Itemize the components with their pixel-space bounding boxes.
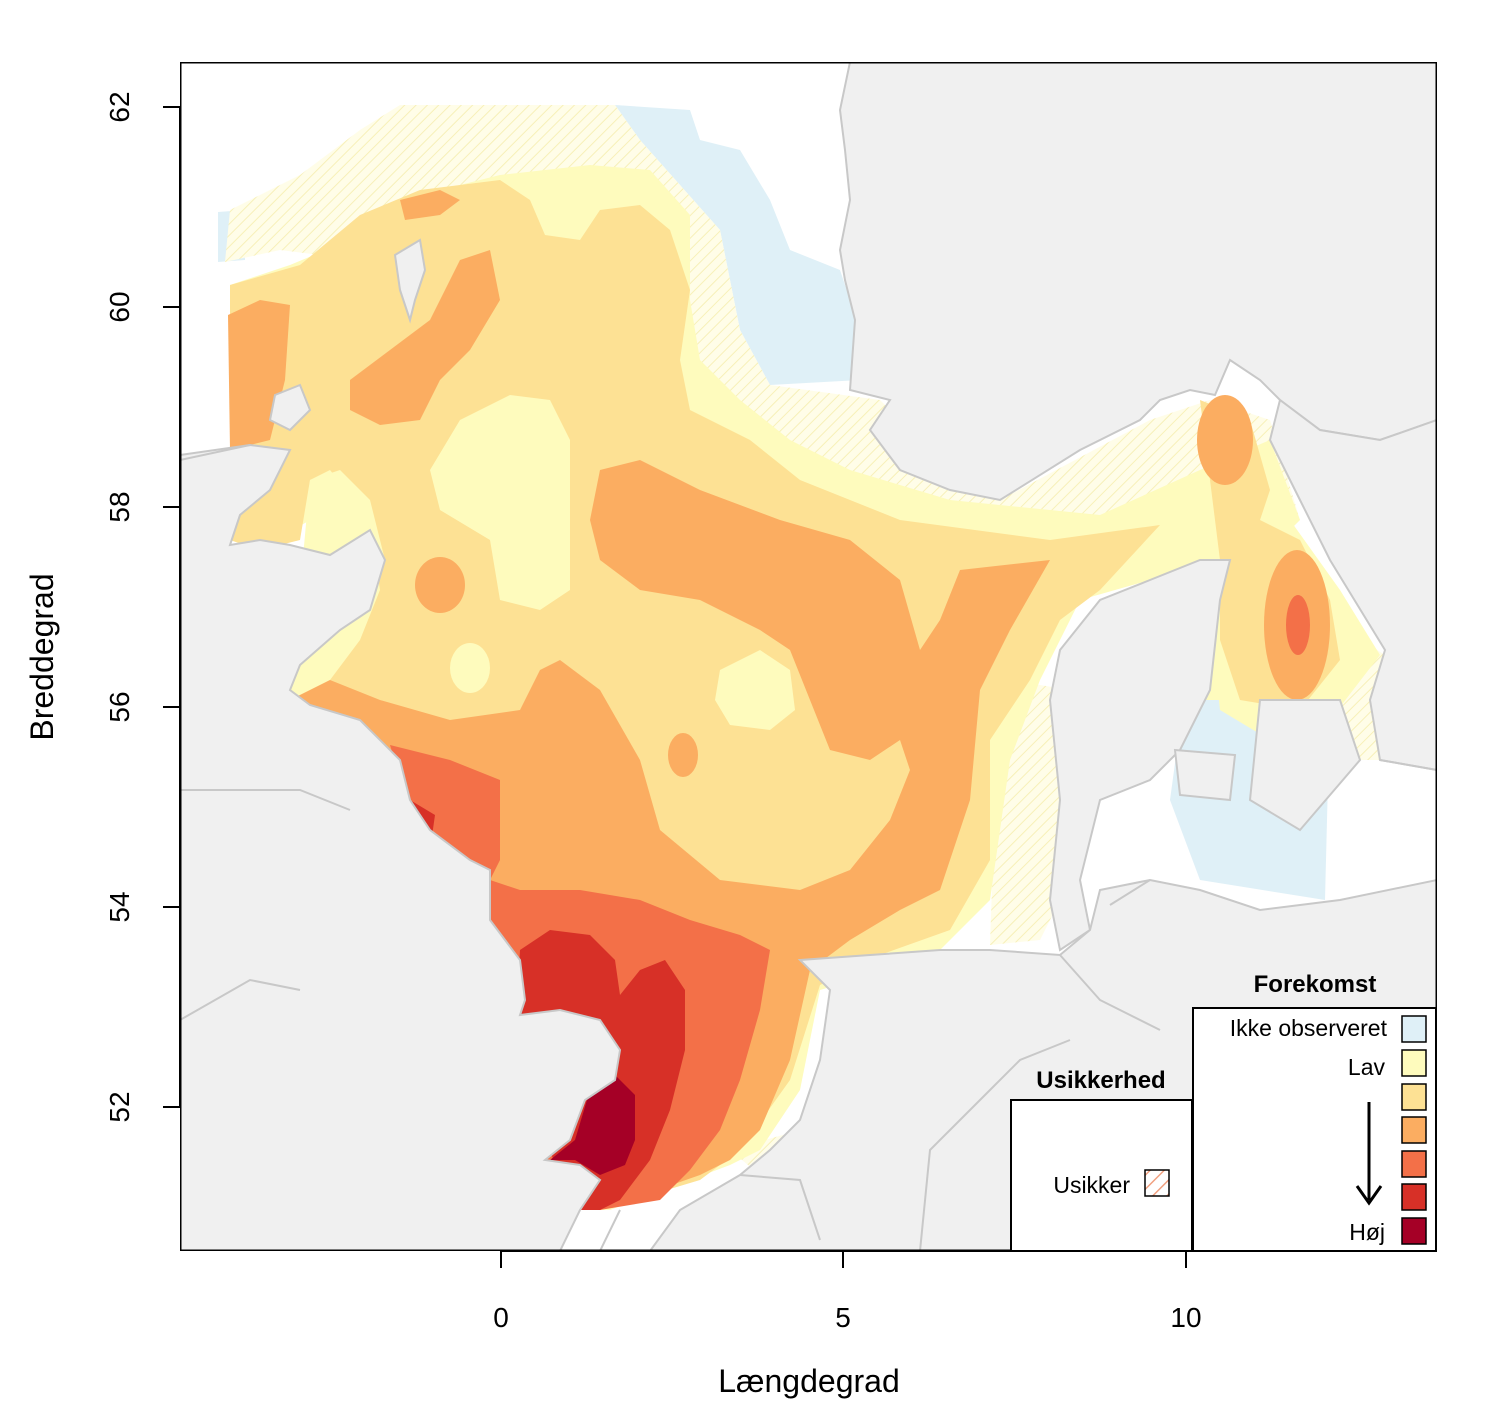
abundance-level-6-thames	[550, 1075, 635, 1175]
legend-swatch-level-3	[1401, 1116, 1427, 1144]
legend-swatch-level-2	[1401, 1083, 1427, 1111]
not-observed-zone-norway-coast	[615, 105, 860, 385]
legend-swatch-level-4	[1401, 1150, 1427, 1178]
border-lines	[180, 444, 1437, 1251]
legend-not-observed-label: Ikke observeret	[1230, 1015, 1388, 1041]
legend-swatch-level-6	[1401, 1217, 1427, 1245]
y-axis-title: Breddegrad	[24, 573, 60, 740]
x-tick-label-10: 10	[1170, 1302, 1201, 1333]
y-axis: 52 54 56 58 60 62 Breddegrad	[24, 91, 181, 1123]
y-tick-label-54: 54	[104, 891, 135, 922]
land-jutland	[1048, 559, 1232, 952]
legend-arrow-icon	[1355, 1102, 1383, 1206]
y-tick-label-62: 62	[104, 91, 135, 122]
land-zealand	[1248, 699, 1362, 832]
legend-abundance-box	[1192, 1007, 1437, 1252]
land-sweden	[1268, 398, 1437, 772]
abundance-level-3-patch-b	[668, 733, 698, 777]
x-axis-title: Længdegrad	[718, 1363, 899, 1399]
legend-abundance-title: Forekomst	[1254, 971, 1377, 998]
legend-abundance: Forekomst Ikke observeret Lav Høj	[1192, 971, 1437, 1252]
legend-swatch-not-observed	[1401, 1015, 1427, 1043]
land-funen	[1173, 748, 1237, 802]
y-tick-label-60: 60	[104, 291, 135, 322]
abundance-level-4-kattegat	[1286, 595, 1310, 655]
land-shetland	[393, 238, 427, 324]
x-tick-label-5: 5	[835, 1302, 851, 1333]
abundance-level-3-patch-a	[415, 557, 465, 613]
abundance-level-3-shetland	[400, 190, 460, 220]
land-orkney	[268, 383, 312, 432]
legend-high-label: Høj	[1349, 1219, 1385, 1245]
y-tick-label-52: 52	[104, 1091, 135, 1122]
abundance-level-3-kattegat-a	[1197, 395, 1253, 485]
legend-swatch-level-5	[1401, 1183, 1427, 1211]
low-abundance-patch-centre	[715, 650, 795, 730]
abundance-level-3-south	[290, 460, 1050, 1210]
legend-uncertain-swatch	[1144, 1169, 1170, 1197]
abundance-level-3-north	[350, 250, 500, 425]
land-great-britain	[180, 443, 622, 1251]
legend-uncertainty-title: Usikkerhed	[1036, 1067, 1165, 1094]
low-abundance-patch-small	[450, 643, 490, 693]
legend-uncertain-label: Usikker	[1053, 1172, 1130, 1198]
y-tick-label-58: 58	[104, 491, 135, 522]
legend-low-label: Lav	[1348, 1054, 1386, 1080]
legend-uncertainty: Usikkerhed Usikker	[1010, 1067, 1193, 1252]
map-panel	[180, 62, 1437, 1251]
legend-swatch-level-1	[1401, 1049, 1427, 1077]
low-abundance-patch-central-north	[430, 395, 570, 610]
y-tick-label-56: 56	[104, 691, 135, 722]
x-tick-label-0: 0	[493, 1302, 509, 1333]
x-axis: 0 5 10 Længdegrad	[493, 1250, 1202, 1399]
